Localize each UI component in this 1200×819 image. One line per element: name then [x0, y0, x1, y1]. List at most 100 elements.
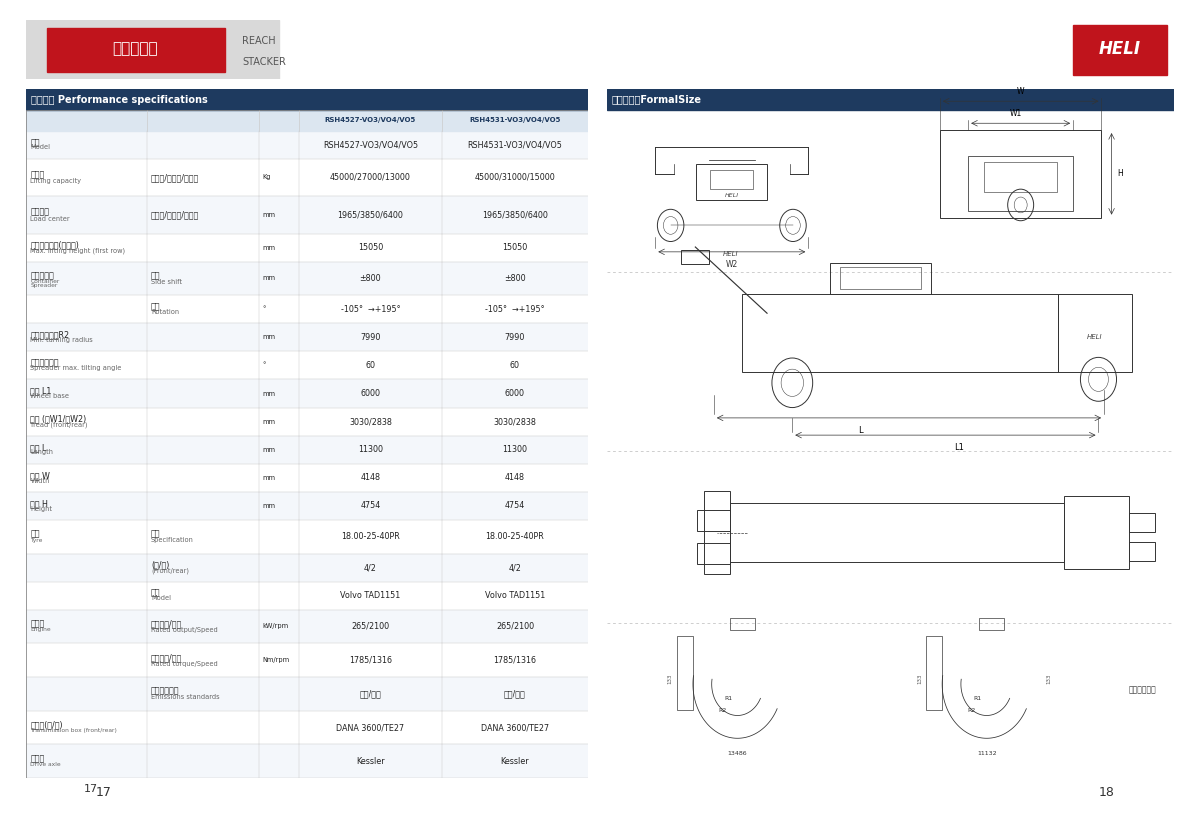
Bar [26, 520, 588, 554]
Text: 颗定功率/转速: 颗定功率/转速 [151, 619, 182, 628]
Bar [697, 543, 730, 564]
Text: 60: 60 [365, 361, 376, 370]
Bar [968, 156, 1073, 210]
Text: 载荷中心: 载荷中心 [30, 207, 49, 216]
Text: HELI: HELI [1099, 40, 1141, 58]
Text: Tyre: Tyre [30, 537, 43, 542]
Text: Kg: Kg [263, 174, 271, 180]
Bar [47, 28, 224, 72]
Bar [1057, 294, 1132, 372]
Text: R1: R1 [973, 695, 982, 701]
Text: 规格: 规格 [151, 529, 161, 538]
Bar [26, 464, 588, 491]
Bar [26, 554, 588, 581]
Text: 欧三/国三: 欧三/国三 [360, 690, 382, 699]
Text: Min. turning radius: Min. turning radius [30, 337, 94, 343]
Text: mm: mm [263, 503, 276, 509]
Bar [1129, 513, 1154, 532]
Bar [607, 89, 1174, 110]
Text: 4754: 4754 [505, 501, 526, 510]
Text: H: H [1117, 170, 1123, 179]
Text: Height: Height [30, 505, 53, 512]
Text: Rated output/Speed: Rated output/Speed [151, 627, 218, 633]
Text: 4754: 4754 [360, 501, 380, 510]
Text: R2: R2 [967, 708, 976, 713]
Text: mm: mm [263, 245, 276, 251]
Text: STACKER: STACKER [242, 57, 286, 67]
Bar [26, 233, 588, 261]
Bar [26, 159, 588, 196]
Text: 11300: 11300 [503, 446, 528, 455]
Text: 6000: 6000 [360, 389, 380, 398]
Text: -105°  →+195°: -105° →+195° [341, 305, 400, 314]
Text: W1: W1 [1009, 109, 1021, 118]
Bar [26, 324, 588, 351]
Bar [26, 379, 588, 408]
Text: RSH4527-VO3/VO4/VO5: RSH4527-VO3/VO4/VO5 [323, 140, 418, 149]
Text: 17: 17 [95, 785, 112, 799]
Text: 7990: 7990 [360, 333, 380, 342]
Text: 驱动桥: 驱动桥 [30, 754, 44, 763]
Text: Model: Model [151, 595, 172, 601]
Text: Tread (front/rear): Tread (front/rear) [30, 421, 88, 428]
Text: 欧三/国三: 欧三/国三 [504, 690, 526, 699]
Text: 尾气排放标准: 尾气排放标准 [151, 686, 180, 695]
Bar [830, 263, 931, 294]
Text: HELI: HELI [1087, 333, 1103, 340]
Bar [26, 436, 588, 464]
Bar [710, 170, 754, 189]
Text: (Front/rear): (Front/rear) [151, 567, 190, 573]
Text: kW/rpm: kW/rpm [263, 623, 289, 630]
Bar [926, 636, 942, 710]
Text: 133: 133 [667, 673, 673, 684]
Bar [840, 267, 922, 289]
Text: 集装筱吊具: 集装筱吊具 [30, 271, 54, 280]
Text: ±800: ±800 [360, 274, 382, 283]
Bar [682, 251, 709, 264]
Text: mm: mm [263, 446, 276, 453]
Text: 17: 17 [84, 785, 98, 794]
Text: W2: W2 [726, 260, 738, 269]
Text: 265/2100: 265/2100 [496, 622, 534, 631]
Text: Spreader max. tilting angle: Spreader max. tilting angle [30, 365, 121, 371]
Bar [26, 677, 588, 711]
Text: 长度 L: 长度 L [30, 443, 47, 452]
Text: Kessler: Kessler [356, 757, 385, 766]
Text: mm: mm [263, 275, 276, 282]
Text: 3030/2838: 3030/2838 [349, 417, 392, 426]
Bar [26, 110, 588, 130]
Bar [26, 89, 588, 110]
Text: Rated torque/Speed: Rated torque/Speed [151, 661, 218, 667]
Text: 133: 133 [917, 673, 922, 684]
Text: 旋转: 旋转 [151, 302, 161, 311]
Text: 4/2: 4/2 [364, 563, 377, 572]
Text: 3030/2838: 3030/2838 [493, 417, 536, 426]
Text: 18.00-25-40PR: 18.00-25-40PR [341, 532, 400, 541]
Bar [979, 618, 1004, 630]
Bar [677, 636, 692, 710]
Text: Container: Container [30, 279, 60, 284]
Text: Transmission box (front/rear): Transmission box (front/rear) [30, 728, 118, 733]
Bar [940, 130, 1102, 218]
Text: 最大起升高度(第一排): 最大起升高度(第一排) [30, 241, 79, 250]
Text: R1: R1 [725, 695, 732, 701]
Text: 型号: 型号 [30, 138, 40, 147]
Bar [26, 20, 278, 79]
Bar [26, 744, 588, 778]
Text: -105°  →+195°: -105° →+195° [485, 305, 545, 314]
Text: Rotation: Rotation [151, 309, 179, 315]
Text: DANA 3600/TE27: DANA 3600/TE27 [336, 723, 404, 732]
Text: 4148: 4148 [360, 473, 380, 482]
Bar [696, 165, 768, 200]
Bar [26, 196, 588, 233]
Text: L1: L1 [954, 443, 964, 452]
Bar [26, 581, 588, 609]
Bar [1064, 496, 1129, 569]
Text: Wheel base: Wheel base [30, 393, 70, 400]
Text: L: L [858, 426, 863, 435]
Text: 1965/3850/6400: 1965/3850/6400 [337, 210, 403, 219]
Bar [26, 261, 588, 296]
Text: Model: Model [30, 144, 50, 151]
Text: 变速筱(前/后): 变速筱(前/后) [30, 721, 62, 730]
Text: Max. lifting height (first row): Max. lifting height (first row) [30, 247, 126, 254]
